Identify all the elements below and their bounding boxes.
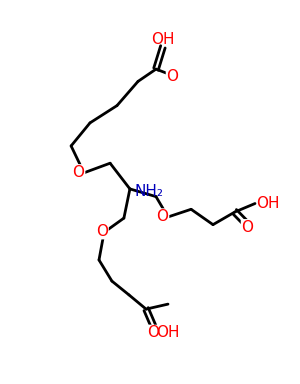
- Text: O: O: [242, 220, 254, 235]
- Text: O: O: [73, 165, 85, 180]
- Text: OH: OH: [151, 32, 175, 47]
- Text: O: O: [147, 325, 159, 341]
- Text: OH: OH: [156, 324, 179, 340]
- Text: OH: OH: [256, 196, 280, 211]
- Text: NH₂: NH₂: [135, 184, 164, 200]
- Text: O: O: [96, 223, 108, 239]
- Text: O: O: [157, 209, 169, 224]
- Text: O: O: [167, 69, 178, 84]
